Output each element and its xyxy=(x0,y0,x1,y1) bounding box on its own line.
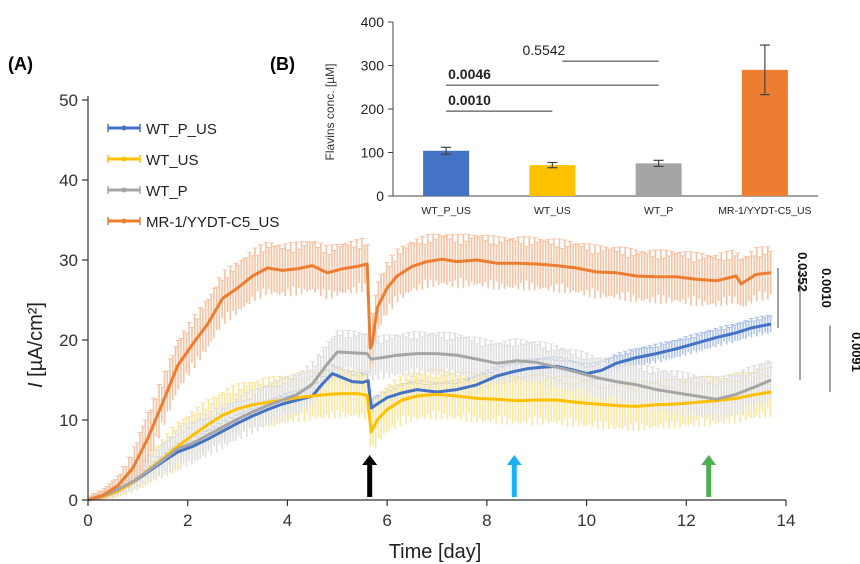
panel-b-bar-chart: (B) 0 100 200 300 400 WT_P_US WT_US WT_P MR-1/Y… xyxy=(270,10,830,218)
p-value-label: 0.5542 xyxy=(523,42,566,58)
legend-marker xyxy=(121,156,127,162)
series-line-wt-p xyxy=(87,350,772,502)
p-value-label: 0.0010 xyxy=(819,268,834,308)
arrow-green-icon xyxy=(701,455,717,497)
x-tick-label: 2 xyxy=(183,511,192,530)
y-tick-label: 100 xyxy=(361,145,385,161)
panel-b-label: (B) xyxy=(270,54,295,74)
bar xyxy=(423,150,470,196)
arrow-blue-icon xyxy=(506,455,522,497)
y-tick-label: 0 xyxy=(376,188,384,204)
y-tick-label: 20 xyxy=(59,331,78,350)
y-tick-label: 50 xyxy=(59,91,78,110)
error-bars-wt-us xyxy=(87,366,774,500)
legend-marker xyxy=(121,187,127,193)
series-line-wt-us xyxy=(87,390,772,502)
x-axis-label: Time [day] xyxy=(389,541,482,563)
series-lines xyxy=(87,257,772,502)
y-tick-label: 30 xyxy=(59,251,78,270)
p-value-label: 0.0352 xyxy=(795,252,810,292)
x-tick-label: 0 xyxy=(83,511,92,530)
y-tick-label: 10 xyxy=(59,411,78,430)
series-line-mr-1-yydt-c5-us xyxy=(87,257,772,502)
legend-marker xyxy=(121,125,127,131)
category-label: WT_P_US xyxy=(421,205,471,217)
x-tick-label: 12 xyxy=(677,511,696,530)
legend-label: WT_P xyxy=(146,183,188,200)
legend-label: WT_US xyxy=(146,152,199,169)
bar xyxy=(635,163,682,196)
p-value-label: 0.0010 xyxy=(448,92,491,108)
x-tick-label: 8 xyxy=(482,511,491,530)
significance-brackets: 0.0352 0.0010 0.0091 xyxy=(777,252,860,392)
y-tick-label: 0 xyxy=(69,491,78,510)
x-tick-label: 4 xyxy=(283,511,292,530)
panel-a-label: (A) xyxy=(8,54,33,74)
y-tick-label: 40 xyxy=(59,171,78,190)
series-line-wt-p-us xyxy=(87,322,772,502)
legend: WT_P_US WT_US WT_P MR-1/YYDT-C5_US xyxy=(107,121,279,231)
y-tick-label: 300 xyxy=(361,58,385,74)
y-tick-label: 400 xyxy=(361,14,385,30)
category-label: WT_P xyxy=(644,205,673,217)
y-axis-label: Flavins conc. [µM] xyxy=(323,64,337,161)
p-value-label: 0.0046 xyxy=(448,66,491,82)
p-value-label: 0.0091 xyxy=(849,332,860,372)
bars: WT_P_US WT_US WT_P MR-1/YYDT-C5_US xyxy=(421,44,812,217)
y-axis-label: I [µA/cm²] xyxy=(25,302,47,388)
axes: 0 2 4 6 8 10 12 14 0 10 20 30 40 50 xyxy=(59,91,795,530)
category-label: WT_US xyxy=(534,205,571,217)
y-tick-label: 200 xyxy=(361,101,385,117)
x-tick-label: 10 xyxy=(577,511,596,530)
comparisons: 0.5542 0.0046 0.0010 xyxy=(446,42,659,112)
error-bars xyxy=(87,233,774,500)
legend-label: MR-1/YYDT-C5_US xyxy=(146,214,279,231)
legend-marker xyxy=(121,218,127,224)
category-label: MR-1/YYDT-C5_US xyxy=(718,205,811,217)
x-tick-label: 6 xyxy=(382,511,391,530)
bar xyxy=(529,165,576,196)
x-tick-label: 14 xyxy=(777,511,796,530)
legend-label: WT_P_US xyxy=(146,121,217,138)
arrow-black-icon xyxy=(362,455,378,497)
event-arrows xyxy=(362,455,717,497)
